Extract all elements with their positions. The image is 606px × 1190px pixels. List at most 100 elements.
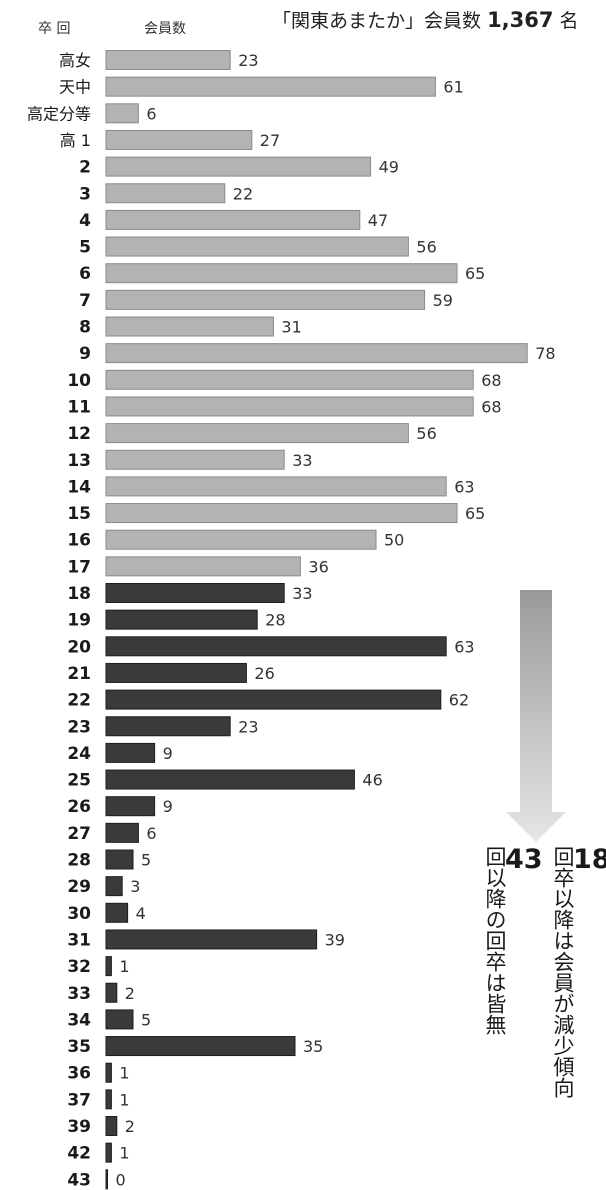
value-label: 36 [308,557,328,576]
category-label: 18 [67,584,91,604]
category-label: 16 [67,531,91,551]
bar [105,369,474,390]
value-label: 22 [233,184,253,203]
category-label: 高定分等 [27,104,91,123]
value-label: 49 [379,158,399,177]
category-label: 30 [67,904,91,924]
category-label: 高女 [59,51,91,70]
bar [105,476,447,497]
value-label: 56 [416,238,436,257]
bar [105,1062,112,1083]
category-label: 22 [67,691,91,711]
category-label: 20 [67,637,91,657]
category-label: 31 [67,930,91,950]
category-label: 5 [79,238,91,258]
category-label: 28 [67,851,91,871]
value-label: 4 [136,904,146,923]
category-label: 37 [67,1090,91,1110]
bar [105,529,377,550]
bar [105,396,474,417]
category-label: 17 [67,557,91,577]
category-label: 天中 [59,78,91,97]
category-label: 12 [67,424,91,444]
category-label: 32 [67,957,91,977]
category-label: 23 [67,717,91,737]
bar [105,1036,296,1057]
category-label: 4 [79,211,91,231]
bar [105,1116,118,1136]
members-column-header: 会員数 [144,21,186,37]
value-label: 1 [119,1064,129,1083]
decline-note-text: 回卒以降は会員が減少傾向 [551,846,575,1098]
value-label: 63 [454,637,474,656]
value-label: 35 [303,1037,323,1056]
bar [105,742,156,763]
category-label: 14 [67,477,91,497]
value-label: 62 [449,691,469,710]
bar [105,503,458,524]
value-label: 5 [141,1010,151,1029]
value-label: 63 [454,477,474,496]
bar [105,449,285,470]
bar [105,103,139,124]
category-label: 25 [67,771,91,791]
category-label: 10 [67,371,91,391]
bar [105,209,361,230]
none-note: 43 回以降の回卒は皆無 [483,846,543,1035]
title-suffix: 名 [559,10,579,32]
bar [105,662,247,683]
value-label: 6 [146,104,156,123]
category-label: 19 [67,611,91,631]
category-label: 11 [67,397,91,417]
value-label: 33 [292,584,312,603]
value-label: 65 [465,504,485,523]
category-label: 39 [67,1117,91,1137]
category-label: 27 [67,824,91,844]
bar [105,982,118,1003]
bar [105,1089,112,1110]
category-label: 21 [67,664,91,684]
value-label: 3 [130,877,140,896]
value-label: 0 [116,1170,126,1189]
value-label: 59 [433,291,453,310]
value-label: 23 [238,51,258,70]
bar [105,183,226,204]
value-label: 68 [481,397,501,416]
value-label: 47 [368,211,388,230]
value-label: 78 [535,344,555,363]
class-column-header: 卒 回 [38,21,71,37]
bar [105,263,458,284]
category-label: 13 [67,451,91,471]
bar [105,609,258,630]
value-label: 27 [260,131,280,150]
value-label: 65 [465,264,485,283]
bar [105,822,139,843]
bar [105,316,274,337]
category-label: 35 [67,1037,91,1057]
category-label: 8 [79,318,91,338]
value-label: 2 [125,1117,135,1136]
category-label: 6 [79,264,91,284]
bar [105,956,112,977]
bar [105,796,156,817]
value-label: 1 [119,1090,129,1109]
chart-title: 「関東あまたか」会員数 1,367 名 [272,6,579,33]
bar [105,423,409,444]
category-label: 29 [67,877,91,897]
bar [105,1169,108,1190]
bar [105,156,372,177]
bar [105,689,442,710]
value-label: 5 [141,851,151,870]
category-label: 高 1 [60,131,91,150]
title-count: 1,367 [487,8,554,32]
bar [105,1142,112,1163]
value-label: 31 [281,318,301,337]
value-label: 1 [119,957,129,976]
value-label: 28 [265,611,285,630]
category-label: 7 [79,291,91,311]
bar [105,343,528,364]
bar [105,769,355,790]
decline-note-number: 18 [573,844,606,875]
none-note-text: 回以降の回卒は皆無 [483,846,507,1035]
